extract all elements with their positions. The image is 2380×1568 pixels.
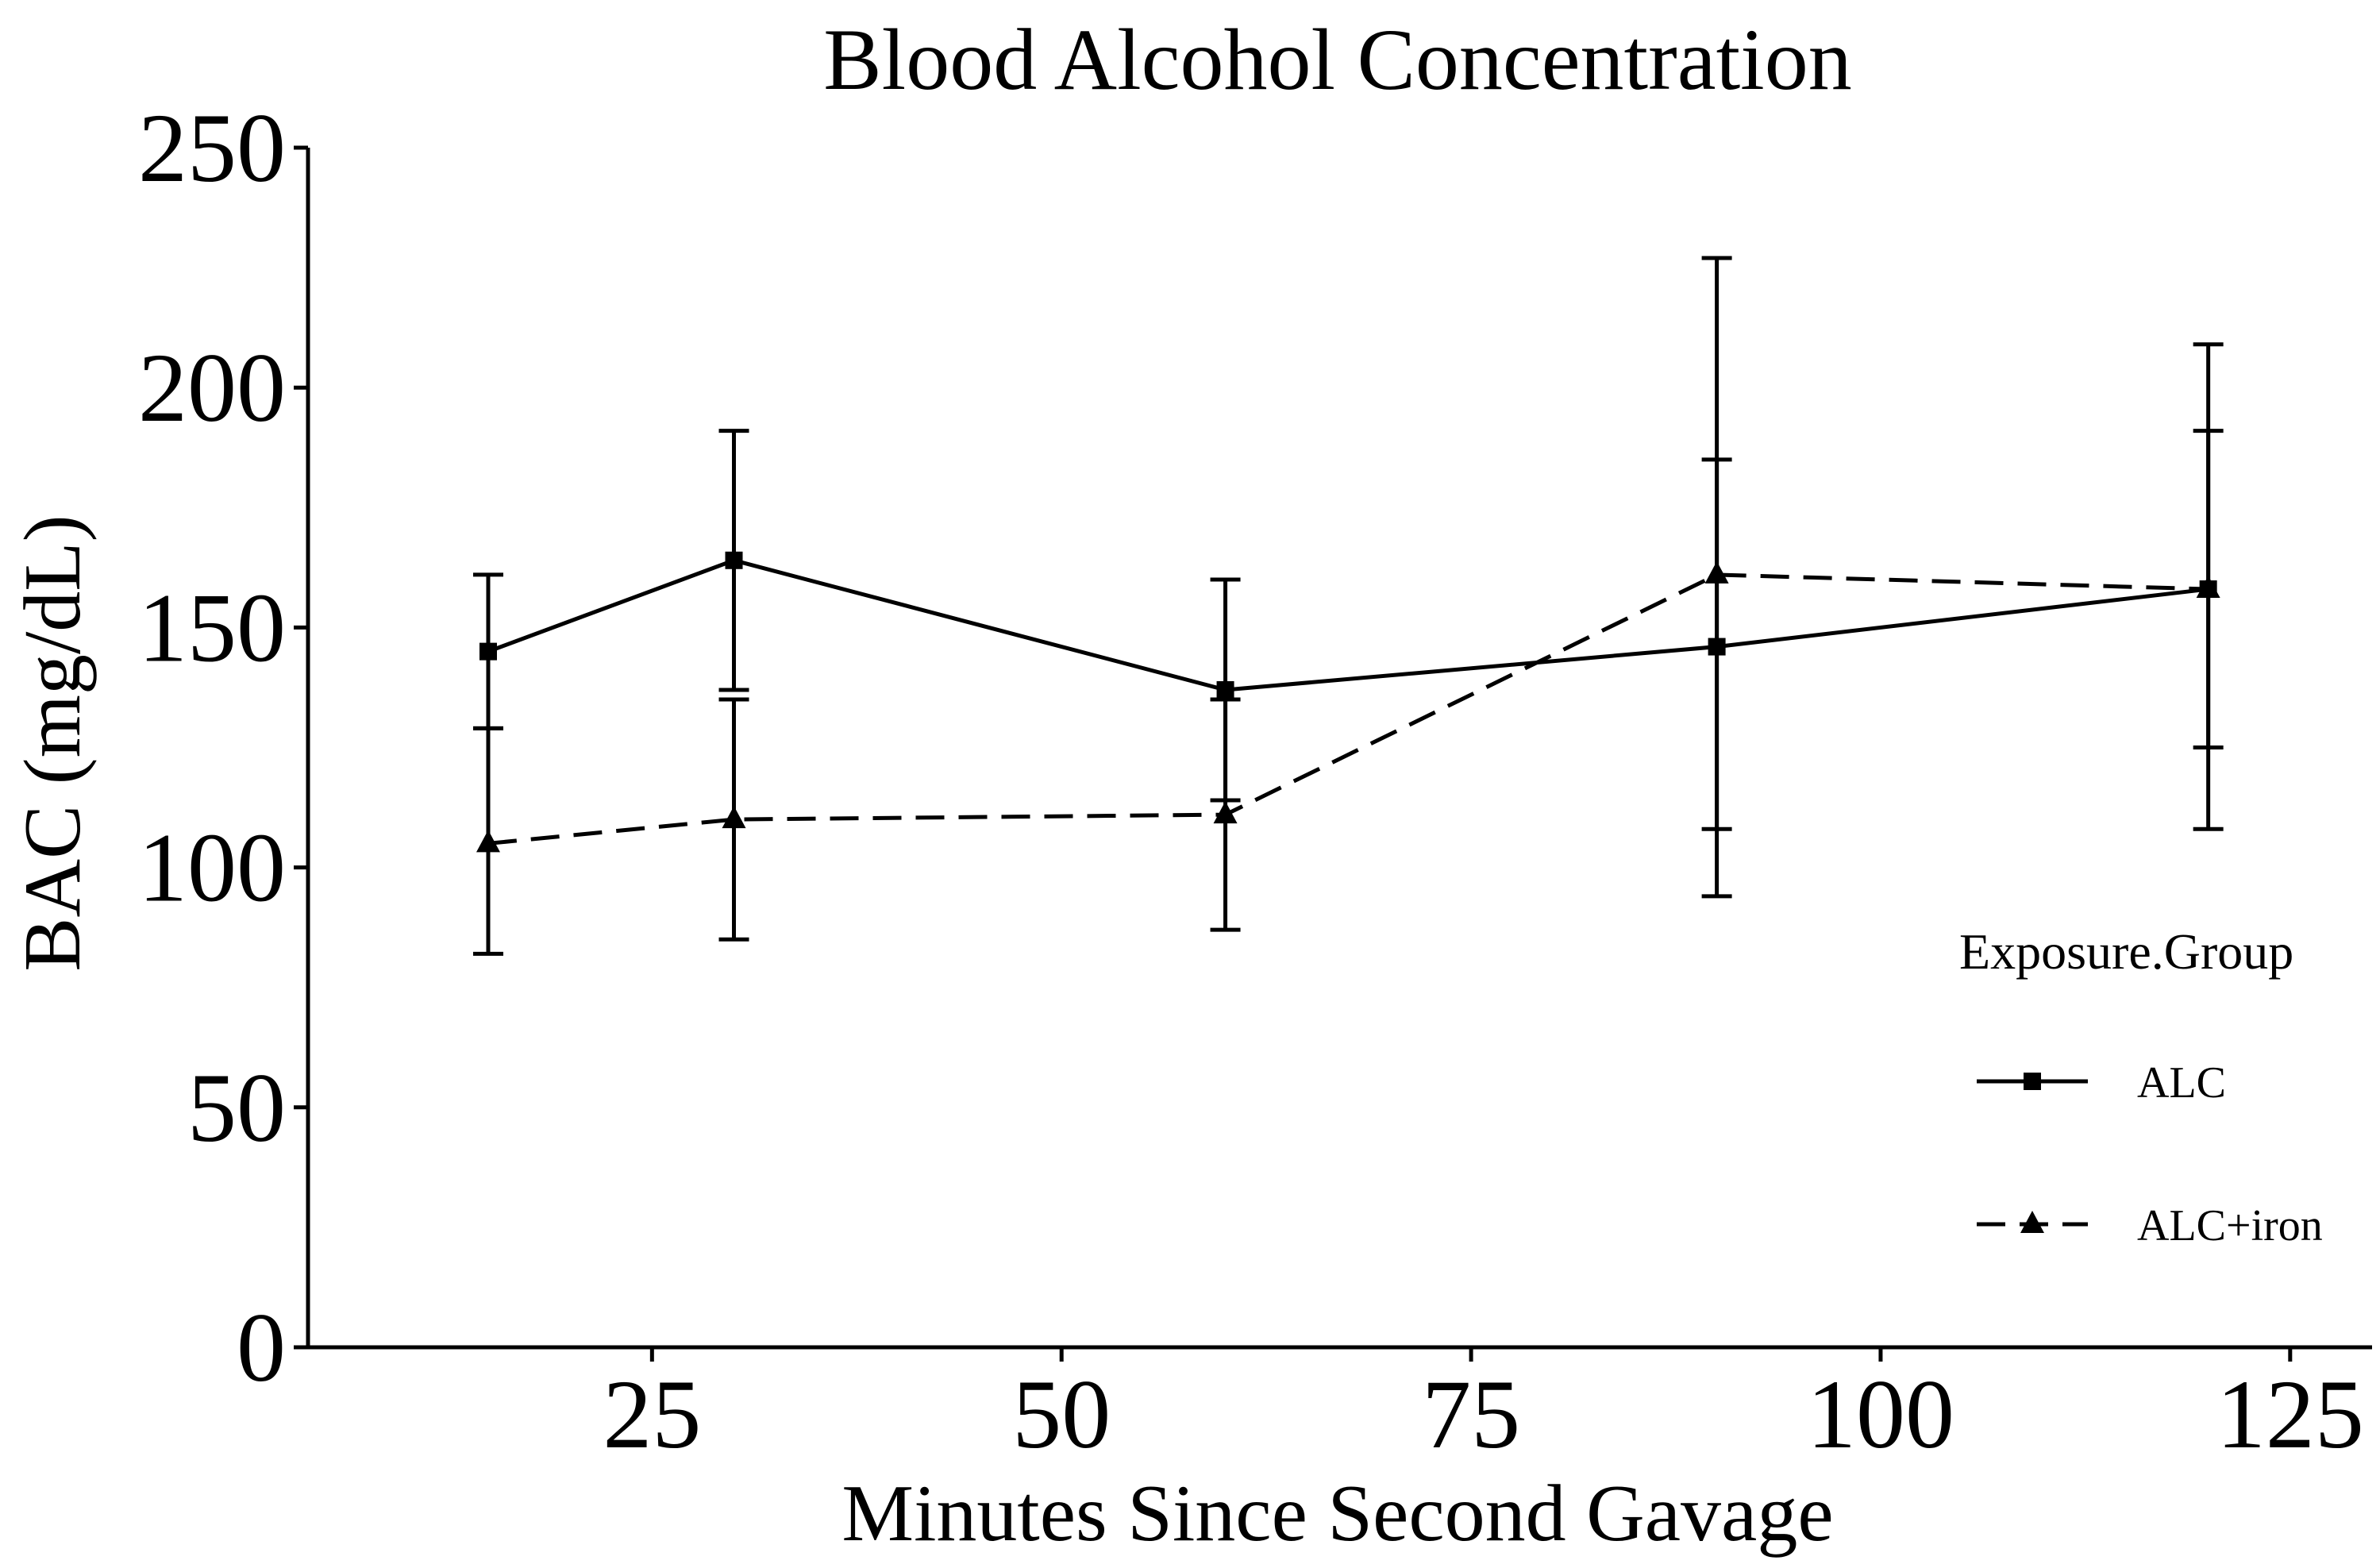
x-tick-label: 75 (1422, 1360, 1520, 1469)
data-point-alc (479, 642, 497, 661)
chart-title: Blood Alcohol Concentration (823, 11, 1851, 108)
x-tick-label: 50 (1012, 1360, 1111, 1469)
y-tick-label: 50 (187, 1054, 286, 1162)
legend-label-alc-iron: ALC+iron (2137, 1201, 2323, 1250)
data-point-alc-iron (1213, 801, 1238, 824)
legend: Exposure.Group ALC ALC+iron (1959, 923, 2323, 1250)
data-point-alc-iron (722, 806, 746, 829)
y-tick-label: 250 (138, 94, 286, 202)
legend-title: Exposure.Group (1959, 923, 2293, 980)
series-markers (476, 551, 2220, 853)
data-point-alc-iron (476, 830, 500, 853)
legend-label-alc: ALC (2137, 1058, 2226, 1108)
error-bars (472, 256, 2224, 956)
axes: 0 50 100 150 200 250 25 50 75 100 125 (138, 94, 2372, 1469)
y-tick-label: 150 (138, 573, 286, 682)
x-tick-label: 100 (1807, 1360, 1954, 1469)
data-point-alc (1216, 680, 1234, 699)
y-tick-label: 0 (237, 1293, 286, 1402)
y-tick-label: 200 (138, 333, 286, 442)
x-tick-label: 125 (2216, 1360, 2364, 1469)
series-line-alc-iron (487, 572, 2209, 846)
x-tick-label: 25 (603, 1360, 701, 1469)
legend-marker-alc (2024, 1073, 2041, 1090)
data-point-alc (1708, 638, 1726, 656)
series-lines (487, 558, 2209, 846)
y-axis-title: BAC (mg/dL) (8, 514, 98, 971)
y-tick-label: 100 (138, 814, 286, 923)
x-axis-title: Minutes Since Second Gavage (841, 1469, 1833, 1558)
data-point-alc-iron (2196, 576, 2220, 599)
data-point-alc-iron (1704, 561, 1729, 584)
data-point-alc (725, 551, 743, 569)
legend-marker-alc-iron (2020, 1211, 2044, 1233)
